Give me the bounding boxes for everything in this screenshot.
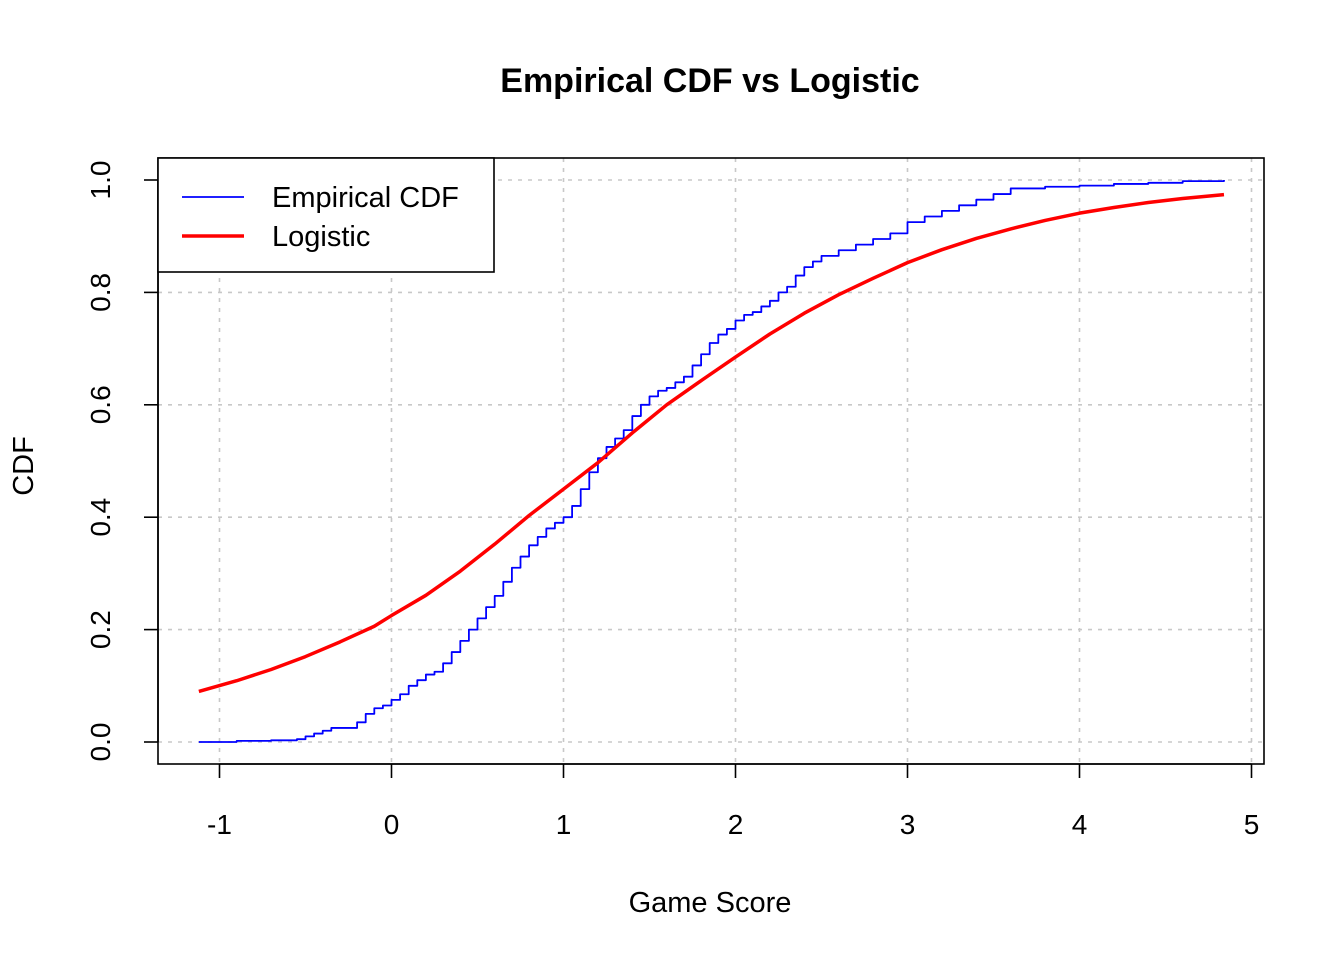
series-line-logistic [198, 192, 1225, 694]
x-tick-label: 1 [556, 809, 572, 840]
plot-frame [157, 157, 1265, 765]
legend-box [157, 157, 495, 273]
grid-lines [158, 158, 1264, 764]
y-tick-label: 0.4 [85, 498, 116, 537]
y-tick-label: 0.2 [85, 610, 116, 649]
x-tick-label: 3 [900, 809, 916, 840]
x-tick-label: 4 [1072, 809, 1088, 840]
y-tick-label: 0.6 [85, 385, 116, 424]
x-tick-label: -1 [207, 809, 232, 840]
x-tick-label: 5 [1244, 809, 1260, 840]
x-tick-label: 0 [384, 809, 400, 840]
legend-label-logistic: Logistic [272, 221, 370, 253]
legend-label-empirical-cdf: Empirical CDF [272, 182, 459, 214]
y-tick-label: 1.0 [85, 161, 116, 200]
y-axis-label: CDF [8, 436, 40, 496]
legend: Empirical CDF Logistic [157, 157, 495, 273]
x-axis-label: Game Score [629, 887, 792, 919]
series-line-empirical-cdf [198, 180, 1225, 743]
y-tick-label: 0.8 [85, 273, 116, 312]
y-tick-label: 0.0 [85, 723, 116, 762]
plot-series [198, 180, 1225, 743]
chart-title: Empirical CDF vs Logistic [500, 62, 919, 100]
x-tick-label: 2 [728, 809, 744, 840]
